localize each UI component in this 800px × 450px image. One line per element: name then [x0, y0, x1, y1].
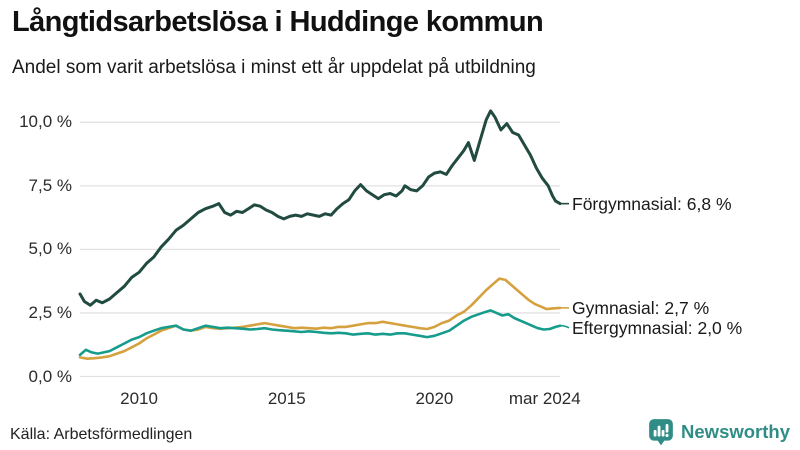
y-tick-label: 10,0 %	[19, 112, 72, 132]
series-end-label-gymnasial: Gymnasial: 2,7 %	[572, 297, 710, 318]
page-title: Långtidsarbetslösa i Huddinge kommun	[12, 6, 544, 38]
chart-subtitle: Andel som varit arbetslösa i minst ett å…	[12, 57, 536, 78]
x-tick-label: 2015	[267, 389, 306, 408]
y-tick-label: 7,5 %	[28, 175, 72, 195]
x-tick-label: 2010	[120, 389, 158, 408]
y-tick-label: 5,0 %	[28, 239, 72, 259]
series-connector	[560, 324, 570, 329]
series-line-eftergymnasial	[78, 309, 562, 357]
series-end-label-eftergymnasial: Eftergymnasial: 2,0 %	[572, 317, 743, 338]
y-tick-label: 2,5 %	[28, 302, 72, 322]
x-tick-label: mar 2024	[508, 389, 581, 408]
brand-name: Newsworthy	[681, 421, 790, 442]
series-line-förgymnasial	[78, 109, 562, 307]
brand-lockup: Newsworthy	[648, 418, 790, 446]
series-line-gymnasial	[78, 277, 562, 361]
y-tick-label: 0,0 %	[28, 366, 72, 386]
newsworthy-logo-icon	[649, 419, 673, 446]
source-note: Källa: Arbetsförmedlingen	[10, 426, 193, 443]
x-tick-label: 2020	[415, 389, 454, 408]
series-end-label-förgymnasial: Förgymnasial: 6,8 %	[572, 193, 732, 214]
